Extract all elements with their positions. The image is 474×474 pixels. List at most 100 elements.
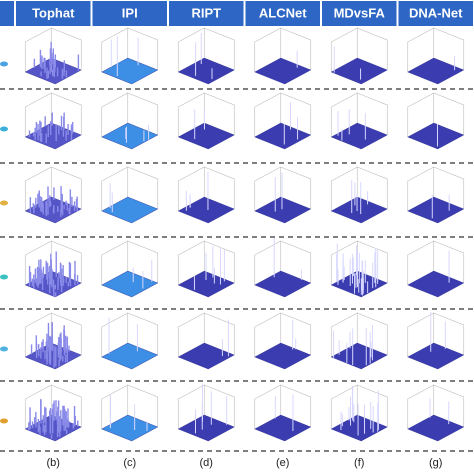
plot-axes [101, 92, 129, 137]
surface [407, 122, 465, 150]
plot-axes [127, 384, 159, 427]
surface [330, 270, 388, 298]
plot-axes [357, 166, 388, 209]
plot-axes [280, 384, 312, 427]
header-cell [245, 1, 320, 26]
plot-axes [433, 240, 465, 283]
plot-axes [24, 92, 52, 137]
surface-plot [101, 92, 159, 150]
surface-plot [407, 166, 465, 224]
plot-axes [280, 312, 312, 355]
plot-axes [177, 384, 205, 429]
surface-plot [101, 384, 159, 442]
partial-plot [0, 346, 8, 352]
surface [101, 342, 159, 370]
surface-plot [177, 312, 235, 370]
header-label: Tophat [32, 5, 75, 20]
plot-axes [254, 312, 282, 357]
header-cell [398, 1, 473, 26]
plot-axes [24, 384, 52, 429]
plot-axes [357, 312, 388, 355]
plot-axes [330, 92, 358, 137]
surface-plot [101, 240, 159, 298]
surface-plot [254, 384, 312, 442]
plot-axes [127, 27, 159, 70]
plot-axes [24, 166, 52, 211]
plot-axes [280, 92, 312, 135]
header-cell [92, 1, 167, 26]
surface-plot [177, 383, 235, 442]
plot-axes [357, 27, 388, 70]
surface [177, 196, 235, 224]
surface [407, 196, 465, 224]
surface-plot [330, 166, 388, 224]
surface-plot [177, 27, 235, 85]
plot-axes [204, 166, 235, 209]
surface [254, 414, 312, 442]
plot-axes [357, 384, 388, 427]
plot-axes [280, 27, 312, 70]
surface [101, 196, 159, 224]
surface [101, 414, 159, 442]
plot-axes [254, 384, 282, 429]
surface [101, 122, 159, 150]
plot-axes [407, 240, 435, 285]
subfigure-label: (b) [47, 457, 60, 469]
surface [407, 342, 465, 370]
surface [177, 122, 235, 150]
surface-plot [24, 92, 82, 150]
plot-axes [280, 166, 312, 209]
plot-axes [101, 240, 129, 285]
plot-axes [204, 384, 235, 427]
plot-axes [254, 27, 282, 72]
header-label: MDvsFA [334, 5, 386, 20]
surface-plot [407, 311, 465, 370]
plot-axes [407, 312, 435, 357]
surface-plot [254, 312, 312, 370]
plot-axes [177, 27, 205, 72]
plot-axes [407, 166, 435, 211]
subfigure-label: (c) [123, 457, 136, 469]
surface [407, 57, 465, 85]
surface [254, 122, 312, 150]
subfigure-label: (d) [200, 457, 213, 469]
surface-plot [330, 240, 388, 298]
plot-axes [433, 92, 465, 135]
plot-axes [127, 312, 159, 355]
surface [330, 196, 388, 224]
plot-axes [407, 27, 435, 72]
surface-plot [254, 92, 312, 150]
surface-plot [330, 27, 388, 85]
plot-axes [330, 166, 358, 211]
surface-plot [254, 27, 312, 85]
surface [254, 342, 312, 370]
partial-plot [0, 418, 8, 424]
surface-plot [330, 312, 388, 370]
plot-axes [127, 92, 159, 135]
plot-axes [357, 92, 388, 135]
plot-axes [330, 384, 358, 429]
plot-axes [51, 312, 82, 355]
plot-axes [51, 166, 82, 209]
surface-plot [101, 166, 159, 224]
surface-plot [177, 166, 235, 224]
surface-plot [407, 384, 465, 442]
surface-plot [177, 240, 235, 298]
surface-plot [24, 312, 82, 370]
plot-axes [254, 240, 282, 285]
plot-axes [407, 92, 435, 137]
plot-axes [433, 312, 465, 355]
surface-plot [254, 237, 312, 298]
plot-axes [177, 240, 205, 285]
surface [254, 196, 312, 224]
surface [101, 270, 159, 298]
plot-axes [330, 27, 358, 72]
surface-plot [330, 384, 388, 442]
partial-plot [0, 274, 8, 280]
plot-axes [51, 240, 82, 283]
surface-plot [101, 27, 159, 85]
header-cell [169, 1, 244, 26]
surface [177, 342, 235, 370]
plot-axes [51, 27, 82, 70]
header-cell-partial [0, 1, 14, 26]
